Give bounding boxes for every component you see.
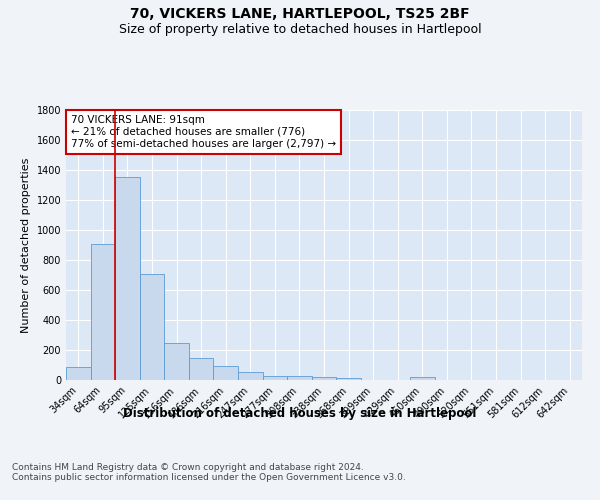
Bar — [410, 377, 434, 380]
Bar — [287, 376, 312, 380]
Bar — [238, 372, 263, 380]
Bar — [66, 366, 91, 380]
Bar — [336, 378, 361, 380]
Bar — [115, 177, 140, 380]
Y-axis label: Number of detached properties: Number of detached properties — [21, 158, 31, 332]
Text: 70 VICKERS LANE: 91sqm
← 21% of detached houses are smaller (776)
77% of semi-de: 70 VICKERS LANE: 91sqm ← 21% of detached… — [71, 116, 336, 148]
Bar — [214, 366, 238, 380]
Bar — [312, 378, 336, 380]
Text: Contains HM Land Registry data © Crown copyright and database right 2024.
Contai: Contains HM Land Registry data © Crown c… — [12, 462, 406, 482]
Bar — [189, 358, 214, 380]
Text: 70, VICKERS LANE, HARTLEPOOL, TS25 2BF: 70, VICKERS LANE, HARTLEPOOL, TS25 2BF — [130, 8, 470, 22]
Text: Distribution of detached houses by size in Hartlepool: Distribution of detached houses by size … — [124, 408, 476, 420]
Bar — [164, 342, 189, 380]
Bar — [263, 376, 287, 380]
Bar — [91, 244, 115, 380]
Bar — [140, 274, 164, 380]
Text: Size of property relative to detached houses in Hartlepool: Size of property relative to detached ho… — [119, 22, 481, 36]
